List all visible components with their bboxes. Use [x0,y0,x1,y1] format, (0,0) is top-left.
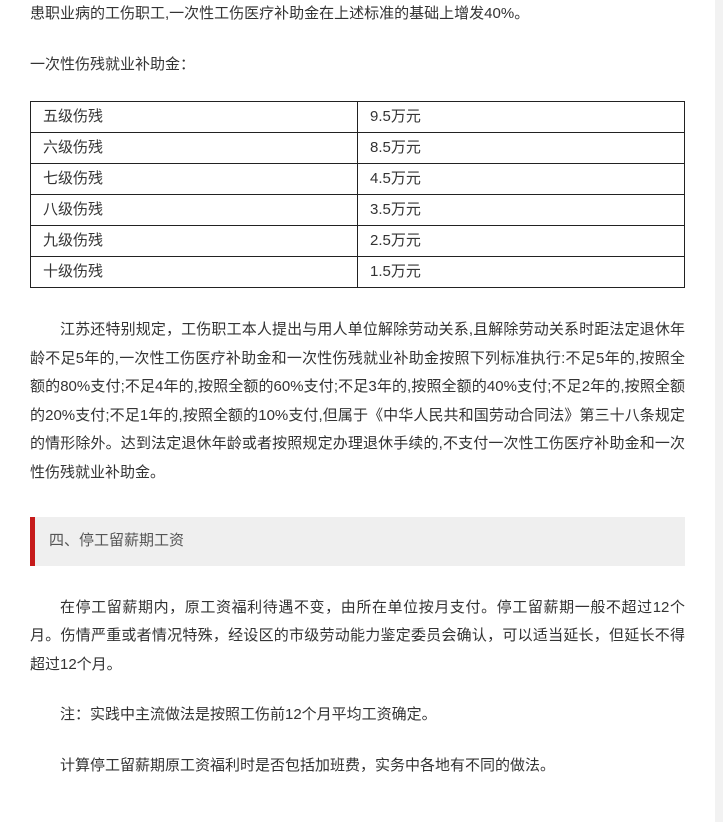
table-row: 五级伤残 9.5万元 [31,102,685,133]
level-cell: 八级伤残 [31,195,358,226]
document-page: 患职业病的工伤职工,一次性工伤医疗补助金在上述标准的基础上增发40%。 一次性伤… [0,0,715,822]
level-cell: 七级伤残 [31,164,358,195]
level-cell: 十级伤残 [31,257,358,288]
level-cell: 五级伤残 [31,102,358,133]
table-row: 七级伤残 4.5万元 [31,164,685,195]
section-4-p1: 在停工留薪期内，原工资福利待遇不变，由所在单位按月支付。停工留薪期一般不超过12… [30,594,685,680]
jiangsu-regulation: 江苏还特别规定，工伤职工本人提出与用人单位解除劳动关系,且解除劳动关系时距法定退… [30,316,685,487]
intro-line-2: 一次性伤残就业补助金： [30,51,685,80]
section-4-header: 四、停工留薪期工资 [30,517,685,566]
section-4-p3: 计算停工留薪期原工资福利时是否包括加班费，实务中各地有不同的做法。 [30,752,685,781]
compensation-table: 五级伤残 9.5万元 六级伤残 8.5万元 七级伤残 4.5万元 八级伤残 3.… [30,101,685,288]
amount-cell: 3.5万元 [358,195,685,226]
table-row: 九级伤残 2.5万元 [31,226,685,257]
table-row: 八级伤残 3.5万元 [31,195,685,226]
section-4-p2: 注：实践中主流做法是按照工伤前12个月平均工资确定。 [30,701,685,730]
level-cell: 六级伤残 [31,133,358,164]
table-row: 六级伤残 8.5万元 [31,133,685,164]
intro-line-1: 患职业病的工伤职工,一次性工伤医疗补助金在上述标准的基础上增发40%。 [30,0,685,29]
amount-cell: 9.5万元 [358,102,685,133]
table-row: 十级伤残 1.5万元 [31,257,685,288]
amount-cell: 8.5万元 [358,133,685,164]
amount-cell: 4.5万元 [358,164,685,195]
amount-cell: 1.5万元 [358,257,685,288]
level-cell: 九级伤残 [31,226,358,257]
amount-cell: 2.5万元 [358,226,685,257]
